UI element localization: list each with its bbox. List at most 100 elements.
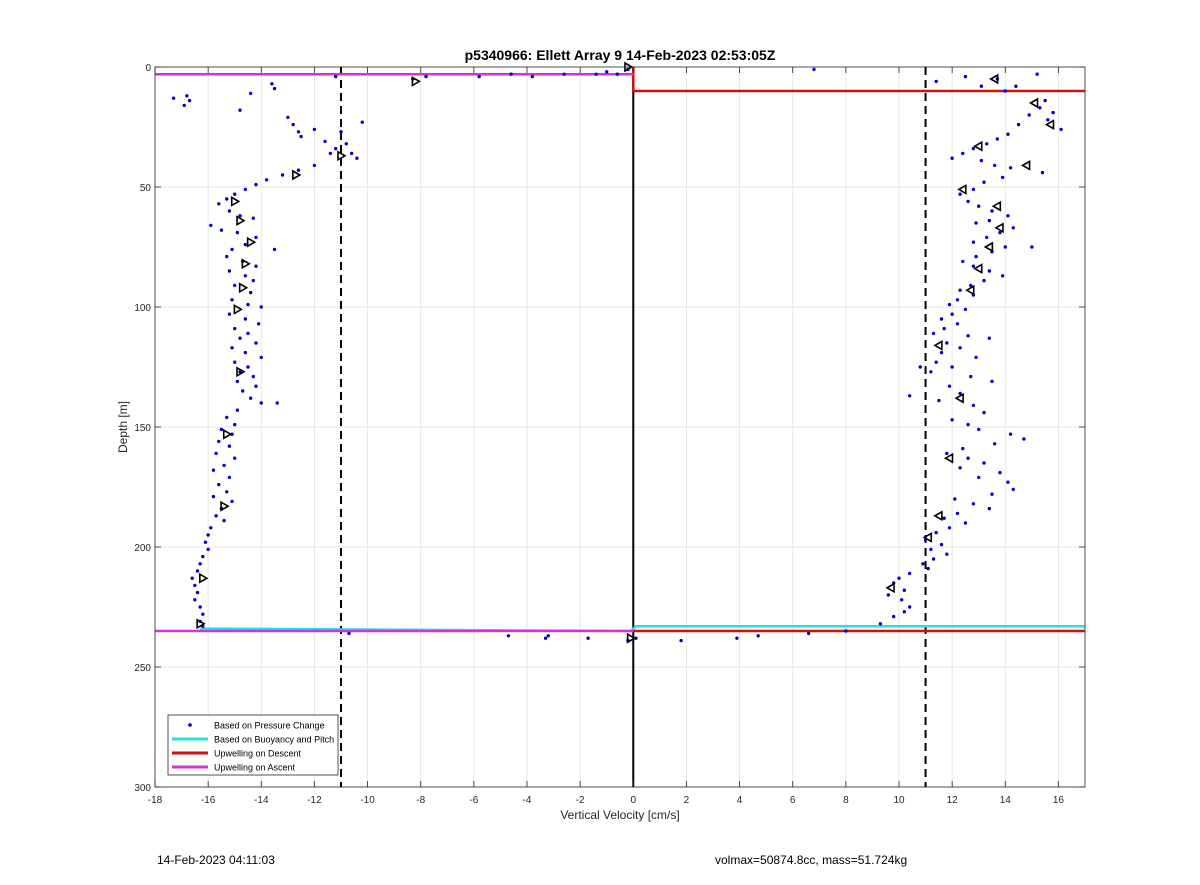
pressure-point bbox=[214, 451, 218, 456]
pressure-point bbox=[974, 221, 978, 225]
pressure-point bbox=[190, 576, 194, 580]
pressure-point bbox=[254, 235, 258, 240]
x-tick-label: -18 bbox=[148, 795, 163, 806]
pressure-point bbox=[1000, 175, 1005, 180]
chart-title: p5340966: Ellett Array 9 14-Feb-2023 02:… bbox=[465, 47, 776, 63]
pressure-point bbox=[296, 168, 301, 172]
pressure-point bbox=[958, 346, 962, 350]
pressure-point bbox=[982, 461, 986, 465]
y-tick-label: 150 bbox=[134, 423, 151, 434]
pressure-point bbox=[506, 634, 511, 638]
direction-marker bbox=[933, 340, 943, 351]
pressure-point bbox=[206, 547, 210, 552]
pressure-point bbox=[977, 204, 981, 208]
pressure-point bbox=[984, 235, 989, 240]
pressure-point bbox=[929, 547, 933, 552]
pressure-point bbox=[227, 209, 232, 213]
pressure-point bbox=[958, 192, 962, 196]
pressure-point bbox=[977, 475, 981, 480]
x-tick-label: -10 bbox=[360, 795, 375, 806]
x-tick-label: 14 bbox=[1000, 795, 1012, 806]
pressure-point bbox=[998, 230, 1002, 235]
pressure-point bbox=[333, 74, 338, 79]
pressure-point bbox=[987, 269, 992, 273]
direction-marker bbox=[1020, 160, 1031, 171]
pressure-point bbox=[233, 422, 237, 427]
pressure-point bbox=[198, 562, 202, 566]
pressure-point bbox=[1027, 113, 1031, 117]
pressure-point bbox=[201, 554, 205, 559]
pressure-point bbox=[987, 218, 992, 223]
pressure-point bbox=[961, 151, 965, 156]
pressure-point bbox=[926, 566, 930, 571]
pressure-point bbox=[947, 302, 952, 307]
pressure-point bbox=[328, 151, 333, 156]
y-tick-label: 100 bbox=[134, 303, 151, 314]
pressure-point bbox=[958, 466, 962, 470]
pressure-point bbox=[238, 336, 242, 340]
x-tick-label: 0 bbox=[631, 795, 637, 806]
pressure-point bbox=[990, 492, 994, 496]
pressure-point bbox=[251, 374, 256, 379]
pressure-point bbox=[1022, 437, 1026, 441]
pressure-point bbox=[812, 67, 816, 72]
pressure-point bbox=[217, 439, 221, 444]
pressure-point bbox=[562, 72, 566, 76]
direction-marker bbox=[626, 632, 637, 644]
pressure-point bbox=[248, 396, 253, 400]
pressure-point bbox=[990, 379, 994, 384]
pressure-point bbox=[233, 360, 237, 364]
pressure-point bbox=[1006, 480, 1010, 484]
pressure-point bbox=[1016, 122, 1021, 127]
pressure-point bbox=[182, 103, 186, 108]
pressure-point bbox=[942, 516, 946, 520]
x-tick-label: 10 bbox=[893, 795, 905, 806]
pressure-point bbox=[312, 163, 317, 168]
pressure-point bbox=[886, 593, 891, 597]
pressure-point bbox=[235, 230, 240, 235]
pressure-point bbox=[1011, 226, 1015, 230]
x-tick-label: -4 bbox=[523, 795, 532, 806]
footer-timestamp: 14-Feb-2023 04:11:03 bbox=[157, 853, 275, 867]
pressure-point bbox=[185, 94, 189, 98]
direction-marker bbox=[994, 222, 1004, 234]
pressure-point bbox=[1006, 214, 1010, 218]
pressure-point bbox=[230, 346, 234, 350]
x-tick-label: -8 bbox=[416, 795, 425, 806]
pressure-point bbox=[230, 499, 234, 504]
pressure-point bbox=[530, 74, 535, 79]
pressure-point bbox=[339, 130, 343, 134]
direction-marker bbox=[983, 241, 994, 253]
legend-label: Based on Buoyancy and Pitch bbox=[214, 735, 334, 745]
direction-marker bbox=[246, 236, 257, 248]
pressure-point bbox=[243, 317, 248, 321]
pressure-point bbox=[201, 612, 205, 616]
pressure-point bbox=[971, 146, 976, 151]
x-tick-label: -2 bbox=[576, 795, 585, 806]
pressure-point bbox=[251, 216, 256, 220]
pressure-point bbox=[272, 86, 277, 91]
pressure-point bbox=[907, 571, 912, 576]
pressure-point bbox=[961, 446, 965, 451]
x-tick-label: 12 bbox=[947, 795, 959, 806]
pressure-point bbox=[950, 418, 954, 422]
pressure-point bbox=[230, 298, 234, 302]
direction-marker bbox=[885, 582, 895, 594]
pressure-point bbox=[1046, 118, 1050, 122]
pressure-point bbox=[275, 401, 279, 405]
pressure-point bbox=[806, 631, 811, 636]
reference-lines bbox=[340, 67, 927, 787]
y-tick-label: 250 bbox=[134, 663, 151, 674]
pressure-point bbox=[240, 389, 245, 393]
pressure-point bbox=[984, 142, 989, 146]
legend-label: Based on Pressure Change bbox=[214, 721, 325, 731]
pressure-point bbox=[934, 530, 938, 535]
pressure-point bbox=[246, 302, 250, 307]
pressure-point bbox=[947, 526, 952, 530]
pressure-point bbox=[1014, 84, 1018, 88]
y-tick-label: 50 bbox=[140, 183, 152, 194]
direction-marker bbox=[236, 366, 246, 378]
pressure-point bbox=[424, 74, 428, 79]
y-tick-label: 0 bbox=[145, 63, 151, 74]
pressure-point bbox=[992, 442, 997, 446]
